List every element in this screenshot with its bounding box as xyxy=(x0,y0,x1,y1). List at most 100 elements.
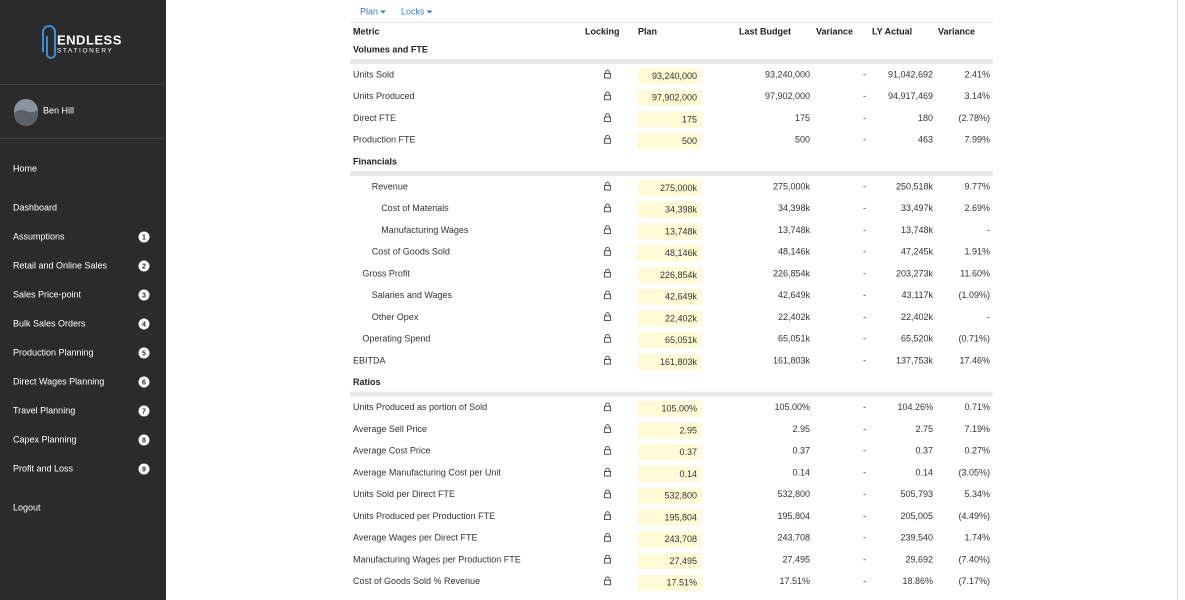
lock-body[interactable] xyxy=(604,250,611,256)
plan-value[interactable]: 0.37 xyxy=(679,447,697,457)
plan-value[interactable]: 2.95 xyxy=(679,425,697,435)
lock-shackle[interactable] xyxy=(605,181,610,186)
plan-value[interactable]: 34,398k xyxy=(665,205,698,215)
plan-cell[interactable] xyxy=(637,400,702,417)
lock-toggle[interactable] xyxy=(604,576,611,586)
lock-body[interactable] xyxy=(604,206,611,213)
lock-shackle[interactable] xyxy=(605,489,610,494)
plan-cell[interactable] xyxy=(637,422,702,439)
plan-value[interactable]: 175 xyxy=(682,114,697,124)
lock-toggle[interactable] xyxy=(604,91,611,101)
plan-value[interactable]: 243,708 xyxy=(664,534,697,544)
plan-cell[interactable] xyxy=(637,574,702,591)
plan-value[interactable]: 93,240,000 xyxy=(652,71,697,81)
lock-body[interactable] xyxy=(604,558,611,564)
lock-toggle[interactable] xyxy=(604,334,611,343)
lock-body[interactable] xyxy=(604,94,611,101)
plan-value[interactable]: 13,748k xyxy=(665,226,698,236)
nav-item[interactable]: Production Planning 5 xyxy=(13,347,150,359)
dropdown-caret[interactable] xyxy=(380,10,387,14)
lock-shackle[interactable] xyxy=(605,113,610,117)
lock-toggle[interactable] xyxy=(604,533,611,542)
plan-cell[interactable] xyxy=(637,553,702,569)
plan-value[interactable]: 195,804 xyxy=(664,512,697,522)
nav-label[interactable]: Direct Wages Planning xyxy=(13,376,104,386)
plan-cell[interactable] xyxy=(637,111,702,128)
lock-toggle[interactable] xyxy=(604,489,611,499)
lock-shackle[interactable] xyxy=(605,69,610,74)
nav-item[interactable]: Direct Wages Planning 6 xyxy=(13,376,150,388)
plan-value[interactable]: 17.51% xyxy=(666,578,697,588)
lock-body[interactable] xyxy=(604,449,611,455)
nav-label[interactable]: Logout xyxy=(13,502,41,512)
plan-value[interactable]: 226,854k xyxy=(660,270,698,280)
plan-cell[interactable] xyxy=(637,466,702,482)
lock-toggle[interactable] xyxy=(604,268,611,278)
lock-toggle[interactable] xyxy=(604,225,611,234)
plan-value[interactable]: 532,800 xyxy=(664,491,697,501)
plan-value[interactable]: 275,000k xyxy=(660,183,698,193)
lock-toggle[interactable] xyxy=(604,554,611,564)
lock-body[interactable] xyxy=(604,337,611,343)
plan-cell[interactable] xyxy=(637,332,702,349)
lock-shackle[interactable] xyxy=(605,268,610,273)
nav-item[interactable]: Home xyxy=(13,163,37,173)
nav-label[interactable]: Home xyxy=(13,163,37,173)
lock-shackle[interactable] xyxy=(605,290,610,295)
plan-cell[interactable] xyxy=(637,509,702,526)
lock-shackle[interactable] xyxy=(605,355,610,360)
nav-item[interactable]: Sales Price-point 3 xyxy=(13,289,150,301)
nav-label[interactable]: Assumptions xyxy=(13,231,65,241)
plan-value[interactable]: 161,803k xyxy=(660,357,698,367)
nav-label[interactable]: Production Planning xyxy=(13,347,94,357)
nav-label[interactable]: Capex Planning xyxy=(13,434,77,444)
plan-cell[interactable] xyxy=(637,68,702,84)
plan-value[interactable]: 97,902,000 xyxy=(652,93,697,103)
lock-shackle[interactable] xyxy=(605,554,610,559)
plan-cell[interactable] xyxy=(637,180,702,196)
lock-shackle[interactable] xyxy=(605,91,610,96)
lock-shackle[interactable] xyxy=(605,576,610,581)
plan-cell[interactable] xyxy=(637,310,702,327)
lock-shackle[interactable] xyxy=(605,533,610,537)
plan-value[interactable]: 22,402k xyxy=(665,313,698,323)
lock-toggle[interactable] xyxy=(604,446,611,455)
lock-shackle[interactable] xyxy=(605,312,610,316)
nav-item[interactable]: Logout xyxy=(13,502,41,512)
lock-toggle[interactable] xyxy=(604,135,611,144)
lock-toggle[interactable] xyxy=(604,355,611,365)
nav-item[interactable]: Profit and Loss 9 xyxy=(13,463,150,475)
lock-toggle[interactable] xyxy=(604,424,611,433)
plan-cell[interactable] xyxy=(637,223,702,240)
lock-body[interactable] xyxy=(604,293,611,300)
lock-body[interactable] xyxy=(604,138,611,144)
dropdown[interactable]: Plan xyxy=(360,6,378,16)
lock-toggle[interactable] xyxy=(604,247,611,256)
lock-body[interactable] xyxy=(604,427,611,433)
lock-toggle[interactable] xyxy=(604,511,611,520)
nav-label[interactable]: Dashboard xyxy=(13,202,57,212)
plan-value[interactable]: 48,146k xyxy=(665,248,698,258)
nav-item[interactable]: Bulk Sales Orders 4 xyxy=(13,318,150,330)
lock-body[interactable] xyxy=(604,73,611,79)
nav-item[interactable]: Dashboard xyxy=(13,202,57,212)
plan-value[interactable]: 42,649k xyxy=(665,292,698,302)
lock-body[interactable] xyxy=(604,228,611,234)
lock-body[interactable] xyxy=(604,536,611,542)
lock-body[interactable] xyxy=(604,514,611,520)
lock-shackle[interactable] xyxy=(605,467,610,472)
lock-toggle[interactable] xyxy=(604,467,611,477)
lock-shackle[interactable] xyxy=(605,511,610,515)
dropdown[interactable]: Locks xyxy=(401,6,425,16)
plan-cell[interactable] xyxy=(637,201,702,218)
lock-body[interactable] xyxy=(604,405,611,412)
lock-body[interactable] xyxy=(604,471,611,477)
plan-cell[interactable] xyxy=(637,245,702,262)
nav-item[interactable]: Capex Planning 8 xyxy=(13,434,150,446)
lock-shackle[interactable] xyxy=(605,424,610,428)
lock-shackle[interactable] xyxy=(605,334,610,338)
lock-body[interactable] xyxy=(604,492,611,499)
lock-shackle[interactable] xyxy=(605,225,610,229)
nav-label[interactable]: Travel Planning xyxy=(13,405,75,415)
dropdown-caret[interactable] xyxy=(426,10,433,14)
